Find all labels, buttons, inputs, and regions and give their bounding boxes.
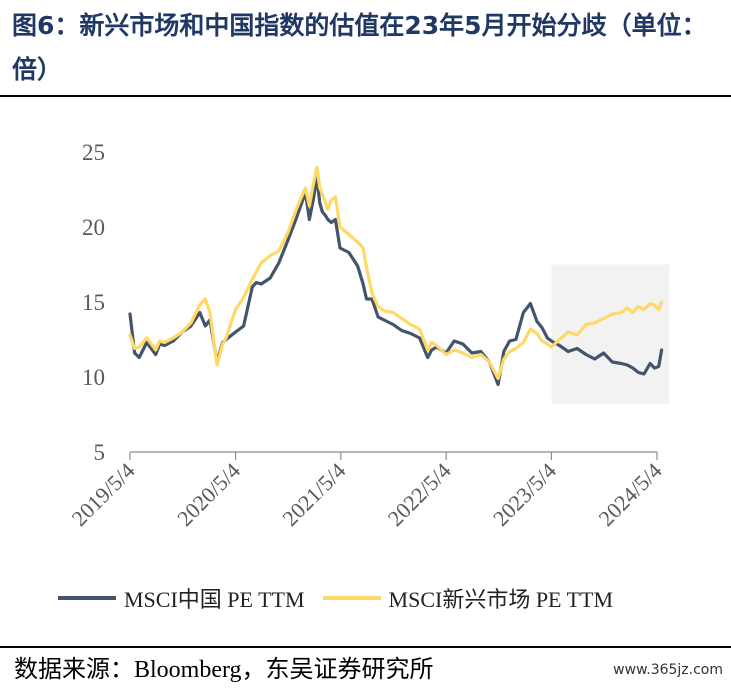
- y-tick-label: 5: [94, 440, 106, 465]
- y-tick-label: 15: [82, 290, 105, 315]
- x-tick-label: 2021/5/4: [277, 458, 350, 531]
- legend-label-msci-china: MSCI中国 PE TTM: [124, 587, 305, 612]
- x-tick-label: 2024/5/4: [594, 458, 667, 531]
- legend-item-msci-em: MSCI新兴市场 PE TTM: [322, 582, 614, 614]
- series-layer: [128, 165, 664, 387]
- x-tick-label: 2022/5/4: [383, 458, 456, 531]
- chart-legend: MSCI中国 PE TTM MSCI新兴市场 PE TTM: [58, 578, 613, 618]
- x-tick-label: 2019/5/4: [67, 458, 140, 531]
- legend-item-msci-china: MSCI中国 PE TTM: [58, 582, 305, 614]
- bottom-rule: [0, 646, 731, 648]
- x-tick-label: 2023/5/4: [488, 458, 561, 531]
- y-tick-label: 25: [82, 140, 105, 165]
- x-tick-label: 2020/5/4: [172, 458, 245, 531]
- line-chart: 5 10 15 20 25 2019/5/4 2020/5/4 2021/5/4 2022/5/…: [67, 140, 670, 531]
- chart-title: 图6：新兴市场和中国指数的估值在23年5月开始分歧（单位：倍）: [12, 11, 707, 84]
- y-tick-label: 10: [82, 365, 105, 390]
- source-note: 数据来源：Bloomberg，东吴证券研究所: [14, 657, 434, 683]
- watermark: www.365jz.com: [613, 662, 723, 678]
- top-rule: [0, 95, 731, 97]
- legend-label-msci-em: MSCI新兴市场 PE TTM: [388, 587, 614, 612]
- legend-swatch-msci-em: [322, 596, 381, 600]
- y-tick-label: 20: [82, 215, 105, 240]
- legend-swatch-msci-china: [58, 596, 116, 600]
- plot-background-layer: [551, 264, 670, 404]
- highlight-region: [551, 264, 670, 404]
- series-line-msci-em: [128, 165, 664, 381]
